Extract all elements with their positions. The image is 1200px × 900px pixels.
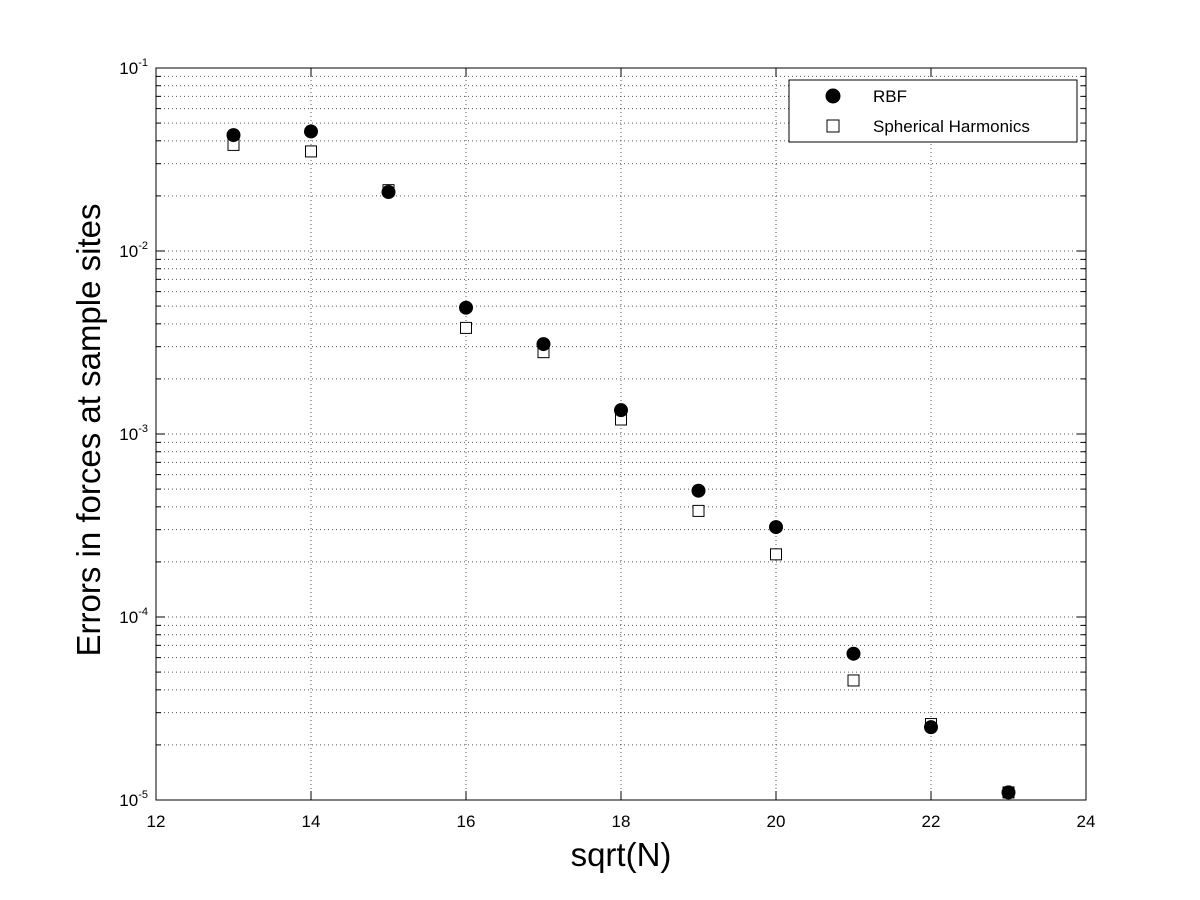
legend-label-spherical-harmonics: Spherical Harmonics <box>873 117 1030 136</box>
y-tick-label: 10-4 <box>119 606 148 627</box>
legend-label-rbf: RBF <box>873 87 907 106</box>
rbf-point <box>381 185 396 200</box>
x-tick-label: 20 <box>767 812 786 831</box>
rbf-point <box>846 646 861 661</box>
y-tick-label: 10-3 <box>119 423 148 444</box>
x-tick-label: 22 <box>922 812 941 831</box>
data-marks <box>226 124 1016 800</box>
rbf-point <box>304 124 318 139</box>
legend-marker-spherical-harmonics <box>826 119 840 133</box>
spherical-harmonics-point <box>847 674 860 687</box>
spherical-harmonics-point <box>770 548 782 561</box>
rbf-point <box>536 337 551 352</box>
legend: RBF Spherical Harmonics <box>788 79 1078 143</box>
x-axis-label: sqrt(N) <box>571 836 672 873</box>
x-tick-label: 16 <box>457 812 476 831</box>
x-tick-label: 14 <box>302 812 321 831</box>
x-tick-label: 18 <box>612 812 631 831</box>
spherical-harmonics-point <box>692 504 705 517</box>
plot-frame <box>155 67 1087 801</box>
x-tick-label: 12 <box>147 812 166 831</box>
spherical-harmonics-point <box>305 145 317 158</box>
y-tick-label: 10-5 <box>119 789 148 810</box>
rbf-point <box>226 128 241 143</box>
axis-ticks <box>155 68 1087 801</box>
y-axis-label: Errors in forces at sample sites <box>70 204 107 657</box>
spherical-harmonics-point <box>460 321 472 334</box>
rbf-point <box>924 720 938 735</box>
x-tick-labels: 12 14 16 18 20 22 24 <box>147 812 1096 831</box>
y-tick-label: 10-2 <box>119 240 148 261</box>
rbf-point <box>1001 785 1016 800</box>
y-tick-label: 10-1 <box>119 57 148 78</box>
x-tick-label: 24 <box>1077 812 1096 831</box>
rbf-point <box>459 300 473 315</box>
y-tick-labels: 10-5 10-4 10-3 10-2 10-1 <box>119 57 148 810</box>
rbf-point <box>614 403 628 418</box>
rbf-point <box>691 483 706 498</box>
rbf-point <box>769 520 783 535</box>
legend-marker-rbf <box>825 88 841 104</box>
